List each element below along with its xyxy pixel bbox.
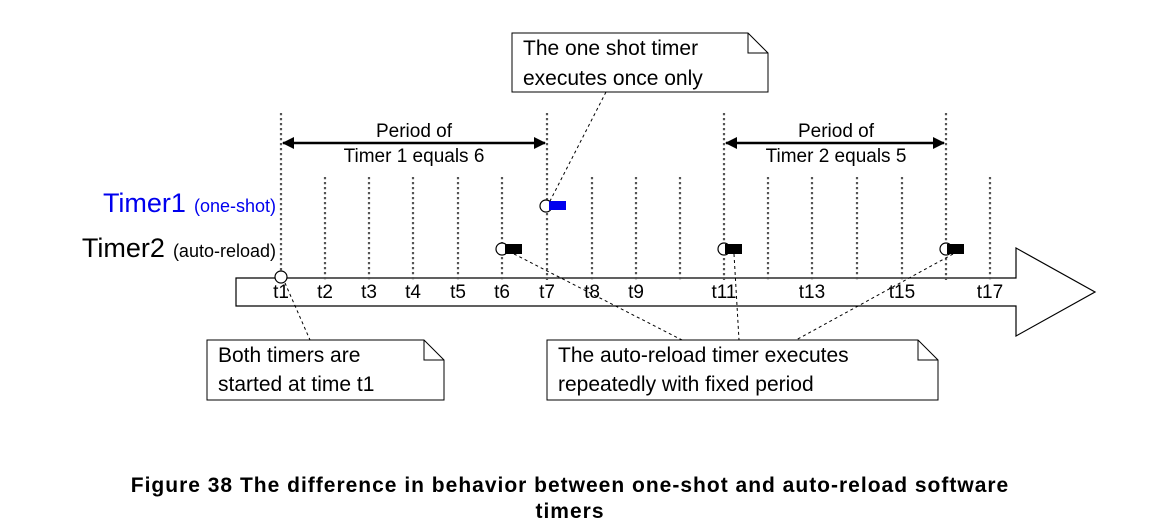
timer2-execution-block-t11 <box>725 244 742 254</box>
note-one-shot-line1: The one shot timer <box>523 37 698 60</box>
timer2-execution-block-t16 <box>947 244 964 254</box>
callout-connectors <box>284 91 954 341</box>
connector-one-shot <box>548 91 607 204</box>
connector-auto-t6 <box>513 253 683 341</box>
timer1-period-line1: Period of <box>376 121 453 142</box>
timer1-period-line2: Timer 1 equals 6 <box>344 146 485 167</box>
tick-label-t6: t6 <box>494 282 510 303</box>
tick-label-t11: t11 <box>711 282 736 303</box>
timer1-type: (one-shot) <box>194 196 276 216</box>
tick-label-t17: t17 <box>977 282 1003 303</box>
svg-text:Timer2(auto-reload): Timer2 (auto-reload) <box>82 233 276 263</box>
timer2-period-line1: Period of <box>798 121 875 142</box>
timer2-name: Timer2 <box>82 233 165 263</box>
timer1-name: Timer1 <box>103 188 186 218</box>
tick-label-t1: t1 <box>273 282 289 303</box>
note-one-shot-line2: executes once only <box>523 67 703 90</box>
tick-label-t2: t2 <box>317 282 333 303</box>
timer-start-marker <box>274 270 288 284</box>
note-one-shot: The one shot timer executes once only <box>511 32 769 93</box>
tick-label-t4: t4 <box>405 282 421 303</box>
timer2-executions <box>495 242 964 256</box>
timer2-label: Timer2 (auto-reload) <box>82 233 276 263</box>
timer1-label: Timer1 (one-shot) <box>103 188 276 218</box>
time-axis-arrow <box>235 246 1097 338</box>
note-auto-reload-line2: repeatedly with fixed period <box>558 373 814 396</box>
tick-label-t3: t3 <box>361 282 377 303</box>
note-start-line1: Both timers are <box>218 344 360 367</box>
figure-caption-line2: timers <box>535 500 604 520</box>
timer2-execution-block-t6 <box>505 244 522 254</box>
connector-auto-t11 <box>733 253 740 341</box>
timer1-execution-block <box>549 201 566 210</box>
note-start-line2: started at time t1 <box>218 373 374 396</box>
tick-label-t13: t13 <box>799 282 825 303</box>
note-start: Both timers are started at time t1 <box>206 339 445 401</box>
tick-label-t8: t8 <box>584 282 600 303</box>
tick-label-t15: t15 <box>889 282 915 303</box>
tick-label-t7: t7 <box>539 282 555 303</box>
note-auto-reload-box <box>546 339 939 401</box>
figure-caption-line1: Figure 38 The difference in behavior bet… <box>131 474 1009 497</box>
note-auto-reload: The auto-reload timer executes repeatedl… <box>546 339 939 401</box>
note-start-fold <box>423 340 444 361</box>
tick-lines <box>279 113 992 280</box>
note-one-shot-fold <box>747 33 768 54</box>
note-start-box <box>206 339 445 401</box>
timer2-period-line2: Timer 2 equals 5 <box>766 146 907 167</box>
timer2-period: Period of Timer 2 equals 5 <box>725 121 945 167</box>
tick-label-t5: t5 <box>450 282 466 303</box>
tick-labels: t1 t2 t3 t4 t5 t6 t7 t8 t9 t11 t13 t15 t… <box>273 282 1003 303</box>
note-auto-reload-fold <box>917 340 938 361</box>
timer1-period: Period of Timer 1 equals 6 <box>282 121 546 167</box>
timer2-type: (auto-reload) <box>173 241 276 261</box>
svg-text:Timer1(one-shot): Timer1 (one-shot) <box>103 188 276 218</box>
connector-start <box>284 282 311 341</box>
note-one-shot-box <box>511 32 769 93</box>
timer1-execution <box>539 199 566 213</box>
tick-label-t9: t9 <box>628 282 644 303</box>
note-auto-reload-line1: The auto-reload timer executes <box>558 344 849 367</box>
